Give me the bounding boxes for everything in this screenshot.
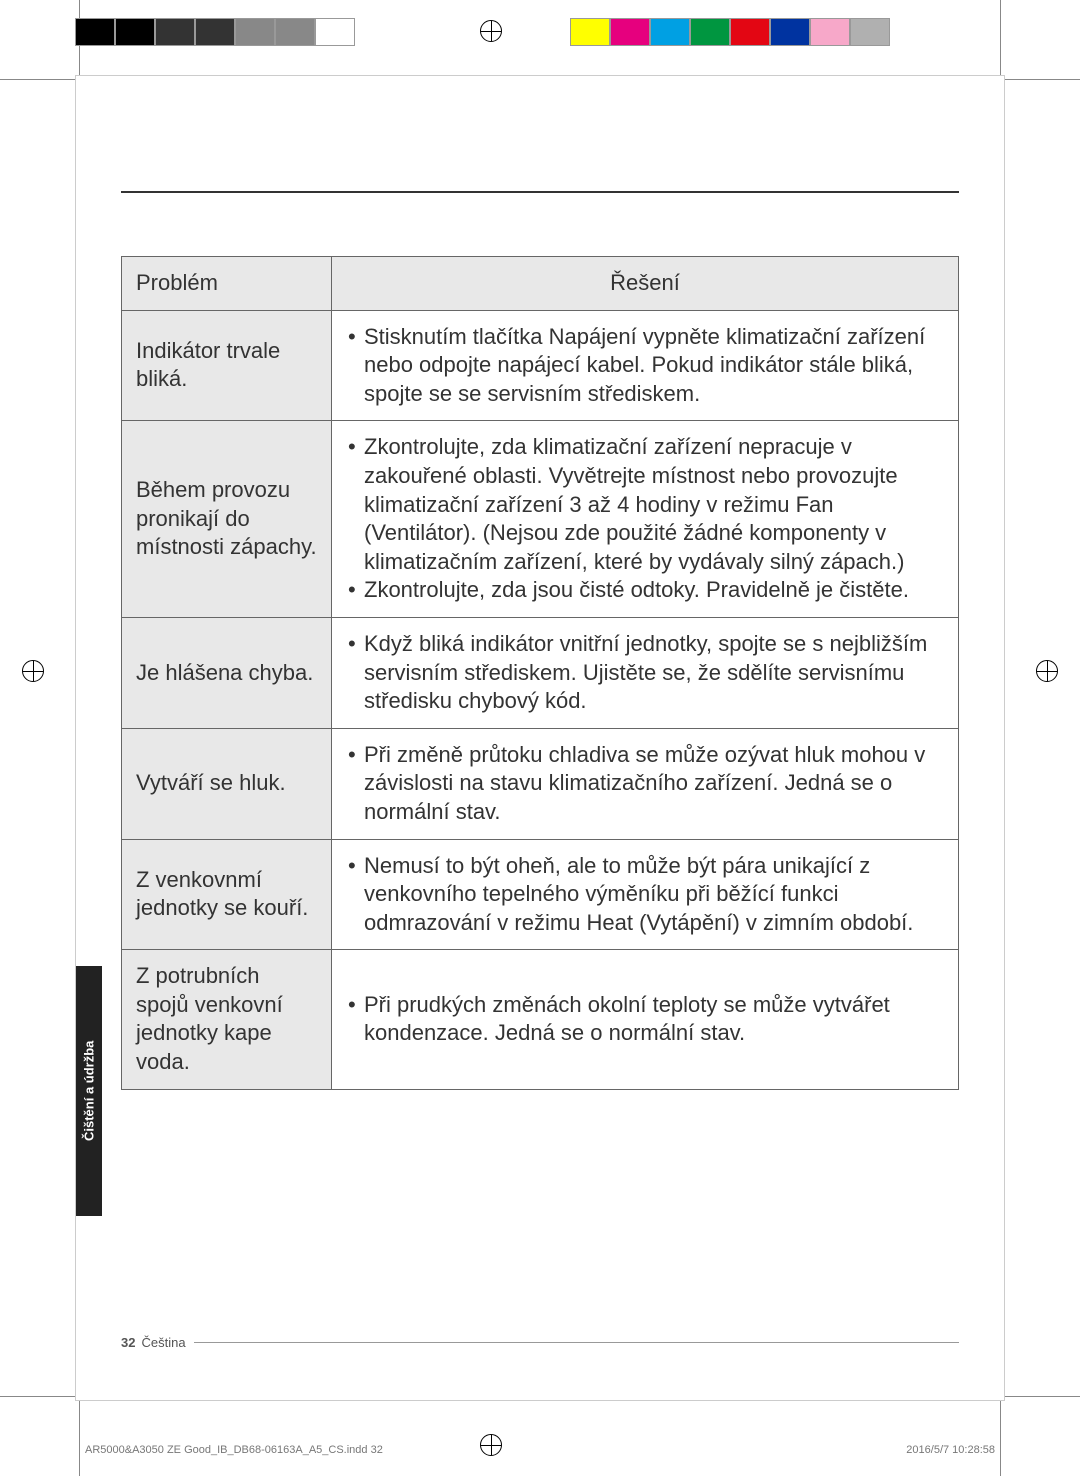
color-swatch [570,18,610,46]
table-row: Z potrubních spojů venkovní jednotky kap… [122,950,959,1089]
solution-cell: Při prudkých změnách okolní teploty se m… [332,950,959,1089]
table-row: Indikátor trvale bliká.Stisknutím tlačít… [122,310,959,421]
color-swatch [115,18,155,46]
print-file-name: AR5000&A3050 ZE Good_IB_DB68-06163A_A5_C… [85,1444,383,1456]
problem-cell: Během provozu pronikají do místnosti záp… [122,421,332,618]
troubleshooting-table: Problém Řešení Indikátor trvale bliká.St… [121,256,959,1090]
problem-cell: Z venkovnmí jednotky se kouří. [122,839,332,950]
problem-cell: Je hlášena chyba. [122,617,332,728]
table-row: Během provozu pronikají do místnosti záp… [122,421,959,618]
color-swatch [195,18,235,46]
table-row: Je hlášena chyba.Když bliká indikátor vn… [122,617,959,728]
solution-item: Když bliká indikátor vnitřní jednotky, s… [346,630,944,716]
color-swatch [650,18,690,46]
crop-mark [0,0,80,80]
solution-item: Zkontrolujte, zda jsou čisté odtoky. Pra… [346,576,944,605]
solution-item: Stisknutím tlačítka Napájení vypněte kli… [346,323,944,409]
solution-item: Při prudkých změnách okolní teploty se m… [346,991,944,1048]
table-row: Vytváří se hluk.Při změně průtoku chladi… [122,728,959,839]
crop-mark [0,1396,80,1476]
page-container: Čištění a údržba Problém Řešení Indikáto… [75,75,1005,1401]
registration-mark-icon [22,660,44,682]
side-tab: Čištění a údržba [76,966,102,1216]
page-number: 32 [121,1335,135,1350]
color-swatch [275,18,315,46]
problem-cell: Z potrubních spojů venkovní jednotky kap… [122,950,332,1089]
print-timestamp: 2016/5/7 10:28:58 [906,1444,995,1456]
page-footer: 32 Čeština [121,1335,959,1350]
content-area: Problém Řešení Indikátor trvale bliká.St… [121,186,959,1090]
registration-mark-icon [1036,660,1058,682]
color-bar-left [75,18,355,46]
solution-item: Při změně průtoku chladiva se může ozýva… [346,741,944,827]
color-swatch [155,18,195,46]
color-swatch [730,18,770,46]
solution-cell: Stisknutím tlačítka Napájení vypněte kli… [332,310,959,421]
color-swatch [75,18,115,46]
table-row: Z venkovnmí jednotky se kouří.Nemusí to … [122,839,959,950]
color-bar-right [570,18,890,46]
solution-item: Nemusí to být oheň, ale to může být pára… [346,852,944,938]
solution-cell: Zkontrolujte, zda klimatizační zařízení … [332,421,959,618]
col-header-problem: Problém [122,257,332,311]
col-header-solution: Řešení [332,257,959,311]
color-swatch [610,18,650,46]
print-metadata: AR5000&A3050 ZE Good_IB_DB68-06163A_A5_C… [85,1444,995,1456]
problem-cell: Vytváří se hluk. [122,728,332,839]
color-swatch [810,18,850,46]
color-swatch [690,18,730,46]
solution-cell: Když bliká indikátor vnitřní jednotky, s… [332,617,959,728]
solution-cell: Nemusí to být oheň, ale to může být pára… [332,839,959,950]
registration-mark-icon [480,20,502,42]
color-swatch [850,18,890,46]
color-swatch [770,18,810,46]
footer-rule [194,1342,959,1343]
color-swatch [235,18,275,46]
page-language: Čeština [141,1335,185,1350]
crop-mark [1000,1396,1080,1476]
problem-cell: Indikátor trvale bliká. [122,310,332,421]
color-swatch [315,18,355,46]
crop-mark [1000,0,1080,80]
solution-item: Zkontrolujte, zda klimatizační zařízení … [346,433,944,576]
solution-cell: Při změně průtoku chladiva se může ozýva… [332,728,959,839]
